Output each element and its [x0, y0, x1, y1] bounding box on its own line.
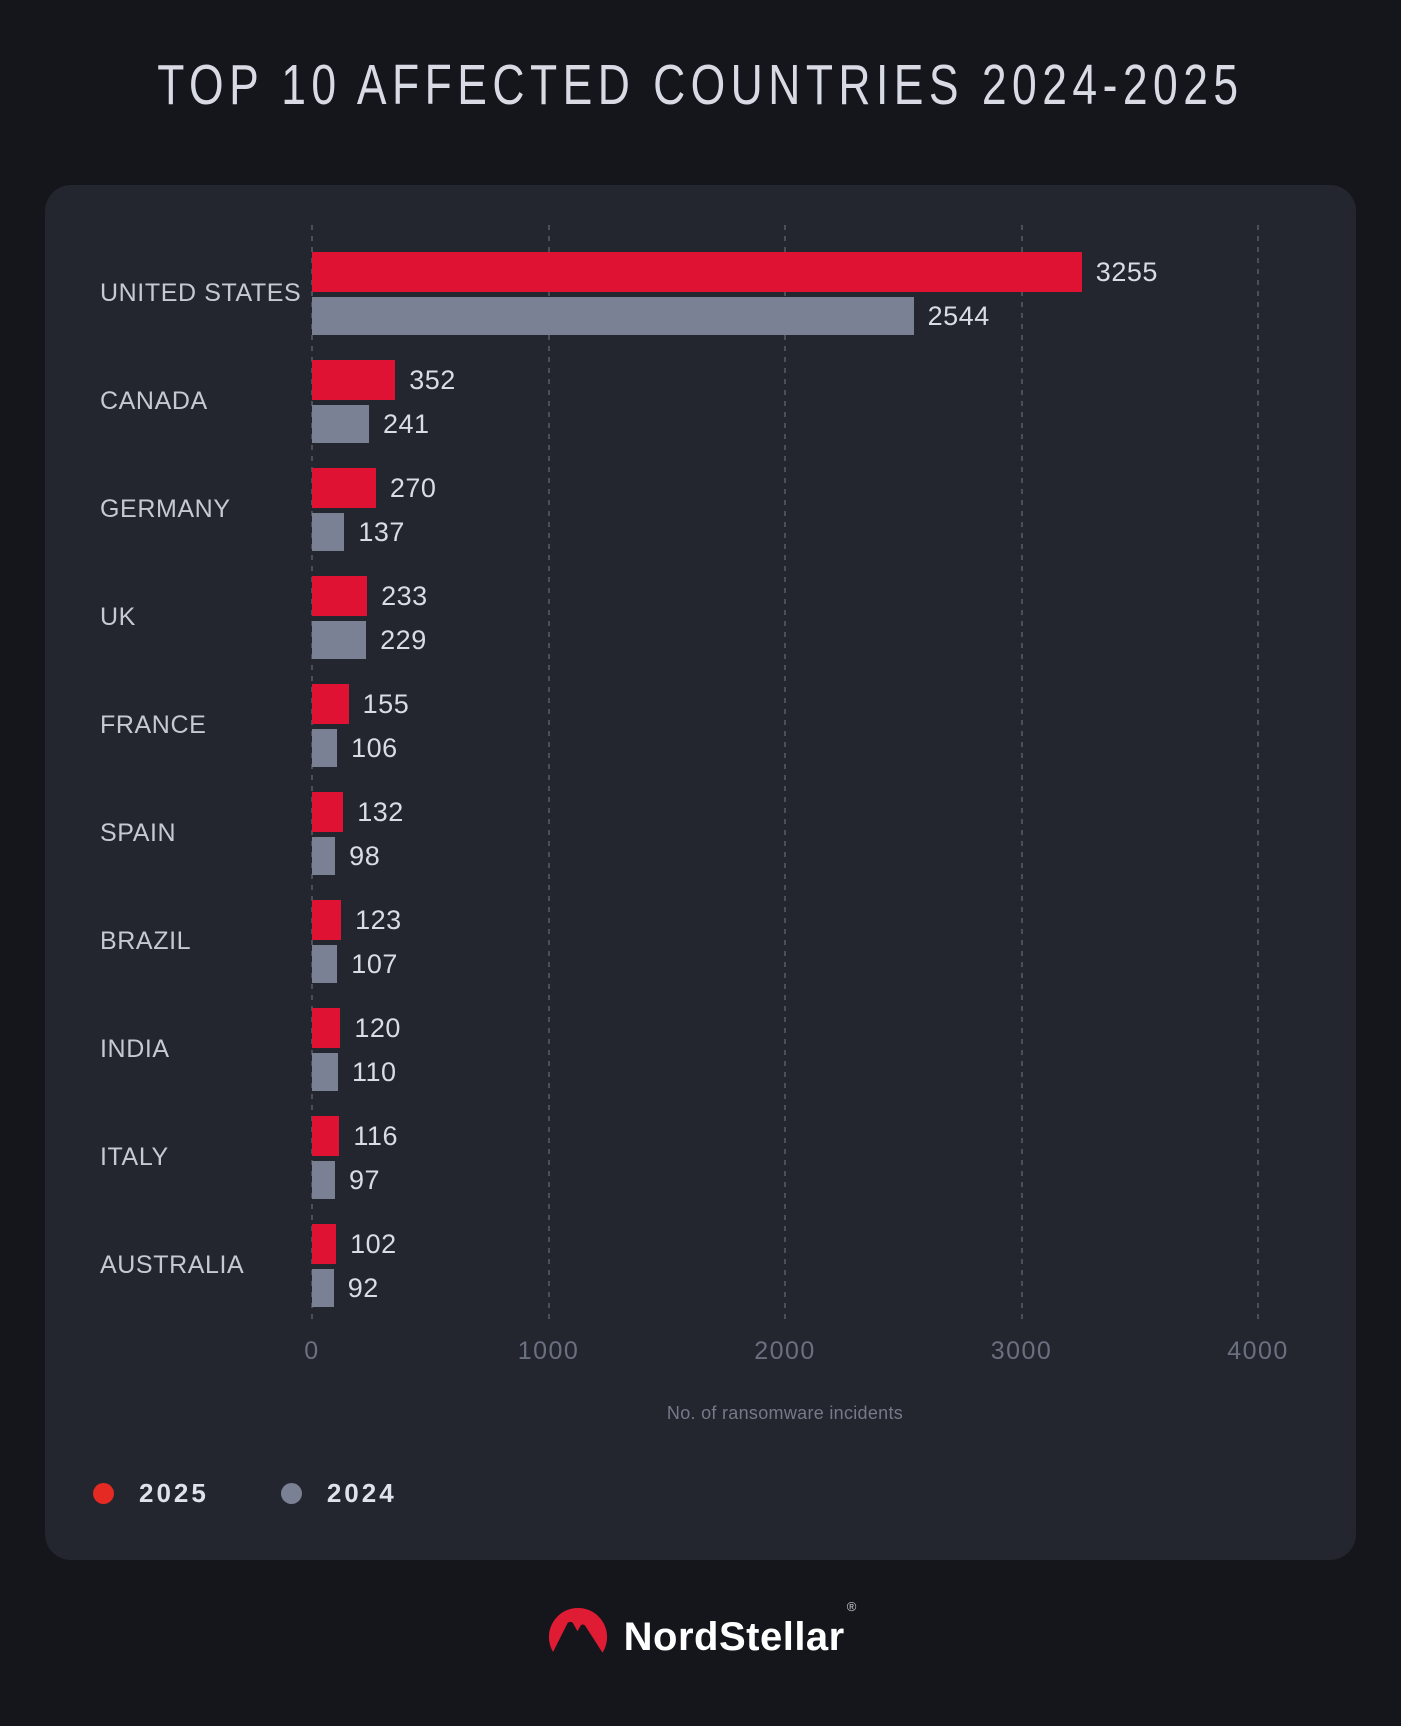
bar-2025: [312, 900, 342, 940]
legend-item-2024: 2024: [280, 1478, 397, 1509]
x-tick-label: 3000: [990, 1337, 1053, 1365]
bar-2024: [312, 621, 367, 659]
bar-group: SPAIN 132 98: [100, 792, 1322, 875]
legend: 2025 2024: [93, 1478, 397, 1509]
legend-label-2025: 2025: [139, 1478, 209, 1508]
bar-2024: [312, 297, 914, 335]
value-label-2025: 352: [409, 364, 456, 395]
value-label-2025: 270: [389, 472, 437, 503]
gridline: [1020, 225, 1023, 1325]
country-label: AUSTRALIA: [100, 1251, 245, 1279]
bar-2025: [312, 360, 396, 400]
legend-label-2024: 2024: [326, 1478, 397, 1508]
value-label-2025: 120: [354, 1012, 401, 1043]
bar-2025: [312, 468, 376, 508]
bar-2024: [312, 513, 345, 551]
x-axis-title: No. of ransomware incidents: [666, 1403, 904, 1423]
value-label-2024: 106: [351, 732, 398, 763]
bar-2025: [312, 684, 349, 724]
bar-2025: [312, 1008, 341, 1048]
value-label-2025: 3255: [1095, 256, 1158, 287]
country-label: BRAZIL: [100, 927, 192, 955]
bar-2024: [312, 837, 336, 875]
page-title-text: TOP 10 AFFECTED COUNTRIES 2024-2025: [157, 53, 1244, 117]
value-label-2024: 97: [348, 1164, 380, 1195]
country-label: SPAIN: [100, 819, 177, 847]
bar-2025: [312, 252, 1082, 292]
bar-group: INDIA 120 110: [100, 1008, 1322, 1091]
bar-group: AUSTRALIA 102 92: [100, 1224, 1322, 1307]
value-label-2024: 98: [349, 840, 381, 871]
gridline: [784, 225, 786, 1325]
value-label-2025: 123: [355, 904, 402, 935]
bar-2024: [312, 945, 338, 983]
country-label: INDIA: [100, 1035, 170, 1063]
plot-area: 0 1000 2000 3000 4000 No. of ransomware inci…: [100, 225, 1322, 1423]
value-label-2024: 110: [352, 1056, 397, 1087]
legend-item-2025: 2025: [93, 1478, 209, 1509]
bar-group: FRANCE 155 106: [100, 684, 1322, 767]
bar-2024: [312, 1161, 335, 1199]
gridline: [547, 225, 550, 1325]
value-label-2024: 229: [380, 624, 427, 655]
country-label: FRANCE: [100, 711, 207, 739]
bar-group: UNITED STATES 3255 2544: [100, 252, 1322, 335]
gridline: [311, 225, 313, 1325]
bar-2025: [312, 1224, 337, 1264]
brand-name: NordStellar: [623, 1614, 845, 1659]
value-label-2025: 132: [357, 796, 404, 827]
registered-mark: ®: [846, 1598, 857, 1614]
value-label-2025: 102: [350, 1228, 397, 1259]
gridline: [1257, 225, 1259, 1325]
bar-group: CANADA 352 241: [100, 360, 1322, 443]
bar-group: UK 233 229: [100, 576, 1322, 659]
value-label-2024: 241: [382, 408, 430, 439]
legend-dot-2024: [280, 1483, 302, 1504]
value-label-2024: 2544: [927, 300, 990, 331]
value-label-2025: 155: [362, 688, 410, 719]
bar-2024: [312, 1053, 338, 1091]
bar-2025: [312, 792, 344, 832]
legend-dot-2025: [93, 1483, 114, 1504]
nordstellar-mountain-icon: [548, 1607, 607, 1668]
bar-group: BRAZIL 123 107: [100, 900, 1322, 983]
value-label-2025: 233: [381, 580, 428, 611]
bar-2024: [312, 1269, 334, 1307]
bar-2025: [312, 1116, 340, 1156]
value-label-2025: 116: [353, 1120, 398, 1151]
bar-2024: [312, 729, 338, 767]
chart-panel: 0 1000 2000 3000 4000 No. of ransomware inci…: [45, 185, 1356, 1560]
x-tick-label: 4000: [1227, 1337, 1289, 1365]
bar-2024: [312, 405, 369, 443]
footer-logo: NordStellar®: [0, 1599, 1401, 1668]
country-label: UK: [100, 603, 136, 631]
page-title: TOP 10 AFFECTED COUNTRIES 2024-2025: [0, 52, 1401, 118]
value-label-2024: 92: [347, 1272, 379, 1303]
x-tick-label: 1000: [517, 1337, 580, 1365]
country-label: UNITED STATES: [100, 279, 302, 307]
bar-group: GERMANY 270 137: [100, 468, 1322, 551]
value-label-2024: 137: [358, 516, 405, 547]
x-tick-label: 0: [304, 1337, 320, 1365]
country-label: GERMANY: [100, 495, 231, 523]
bar-2025: [312, 576, 368, 616]
x-tick-label: 2000: [754, 1337, 816, 1365]
x-axis-ticks: 0 1000 2000 3000 4000: [304, 1337, 1287, 1371]
brand-wordmark: NordStellar®: [623, 1599, 857, 1660]
country-label: CANADA: [100, 387, 208, 415]
bar-group: ITALY 116 97: [100, 1116, 1322, 1199]
country-label: ITALY: [100, 1143, 169, 1171]
value-label-2024: 107: [351, 948, 398, 979]
